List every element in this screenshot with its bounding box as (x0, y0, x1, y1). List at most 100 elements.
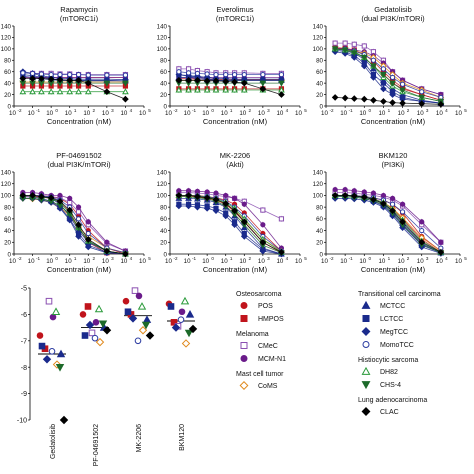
strip-plot-panel: -5 -6 -7 -8 -9 -10 Gedatolisib PF-04691502 MK-22… (17, 286, 198, 466)
data-point (399, 201, 406, 207)
x-tick-exponent: 3 (426, 256, 429, 261)
data-point (350, 192, 358, 200)
data-point (75, 76, 82, 84)
data-point (203, 86, 211, 93)
data-point (223, 71, 229, 78)
point-dh82 (51, 307, 61, 315)
data-point (259, 247, 267, 255)
x-tick-label: 10 (276, 258, 283, 265)
data-point (278, 216, 285, 222)
data-point (75, 216, 82, 222)
data-point (212, 196, 220, 203)
data-point (122, 80, 129, 87)
data-point (122, 72, 129, 78)
series-dh82 (19, 191, 129, 257)
data-point (103, 88, 111, 96)
series-line (22, 198, 126, 255)
data-point (85, 72, 91, 78)
data-point (185, 192, 192, 199)
data-point (260, 207, 266, 213)
x-tick-exponent: 2 (249, 256, 252, 261)
y-tick-label: 120 (1, 181, 12, 188)
data-point (104, 239, 110, 245)
data-point (240, 86, 248, 93)
data-point (278, 248, 285, 256)
series-line (335, 198, 442, 254)
data-point (194, 203, 201, 211)
x-tick-label: 10 (436, 110, 443, 117)
data-point (57, 192, 63, 199)
x-tick-exponent: 5 (464, 108, 467, 113)
series-mctcc (19, 191, 129, 257)
point-clac (145, 331, 155, 340)
panel-subtitle: (dual PI3K/mTORi) (47, 160, 111, 169)
series-line (178, 203, 282, 255)
data-point (389, 201, 396, 207)
point-momotcc (134, 337, 142, 345)
x-tick-label: 10 (120, 110, 127, 117)
data-point (75, 88, 82, 95)
point-chs-4 (141, 321, 151, 330)
dose-response-panel-4: PF-04691502(dual PI3K/mTORi)020406080100… (1, 151, 152, 274)
x-tick-label: 10 (321, 110, 328, 117)
data-point (342, 40, 348, 46)
data-point (350, 95, 358, 102)
x-tick-exponent: -2 (17, 256, 22, 261)
point-coms (138, 326, 148, 335)
legend-marker-chs-4 (361, 381, 371, 390)
x-tick-label: 10 (139, 110, 146, 117)
series-line (178, 74, 282, 80)
legend-group-heading: Mast cell tumor (236, 371, 284, 378)
series-line (22, 192, 126, 252)
data-point (370, 196, 377, 203)
panel-title: Everolimus (216, 5, 253, 14)
data-point (56, 197, 64, 205)
series-line (22, 71, 126, 81)
data-point (19, 88, 27, 95)
data-point (38, 75, 45, 82)
legend-item-label: MCTCC (380, 303, 405, 310)
data-point (20, 70, 26, 76)
data-point (241, 71, 247, 78)
point-lctcc (167, 303, 175, 310)
data-point (203, 194, 211, 202)
y-tick-label: 100 (1, 46, 12, 53)
legend-marker-lctcc (362, 315, 370, 322)
data-point (222, 78, 230, 85)
data-point (194, 70, 201, 77)
x-axis-label: Concentration (nM) (361, 117, 426, 126)
point-pos (79, 311, 87, 318)
data-point (175, 192, 183, 199)
x-tick-label: 10 (184, 110, 191, 117)
y-tick-label: -9 (21, 391, 27, 398)
x-tick-label: 10 (455, 258, 462, 265)
legend-group-heading: Melanoma (236, 331, 269, 338)
x-tick-exponent: -2 (17, 108, 22, 113)
panel-subtitle: (mTORC1i) (60, 14, 99, 23)
x-tick-label: 10 (46, 258, 53, 265)
x-tick-exponent: 3 (111, 256, 114, 261)
series-line (335, 49, 441, 104)
y-tick-label: 60 (160, 216, 167, 223)
y-tick-label: 60 (4, 216, 11, 223)
y-tick-label: 80 (316, 204, 323, 211)
data-point (350, 50, 358, 57)
x-tick-exponent: 5 (304, 256, 307, 261)
legend-item-label: CLAC (380, 409, 399, 416)
data-point (204, 189, 210, 195)
legend-item-label: HMPOS (258, 316, 284, 323)
x-tick-exponent: 2 (407, 108, 410, 113)
series-line (22, 195, 126, 255)
y-tick-label: 100 (1, 193, 12, 200)
series-line (335, 48, 441, 102)
x-tick-exponent: 4 (445, 108, 448, 113)
point-dh82 (180, 296, 190, 305)
x-tick-exponent: -1 (349, 256, 354, 261)
series-line (335, 48, 441, 102)
x-tick-exponent: 5 (148, 108, 151, 113)
data-point (103, 247, 111, 255)
data-point (360, 62, 368, 70)
x-tick-label: 10 (83, 258, 90, 265)
series-clac (175, 76, 285, 98)
